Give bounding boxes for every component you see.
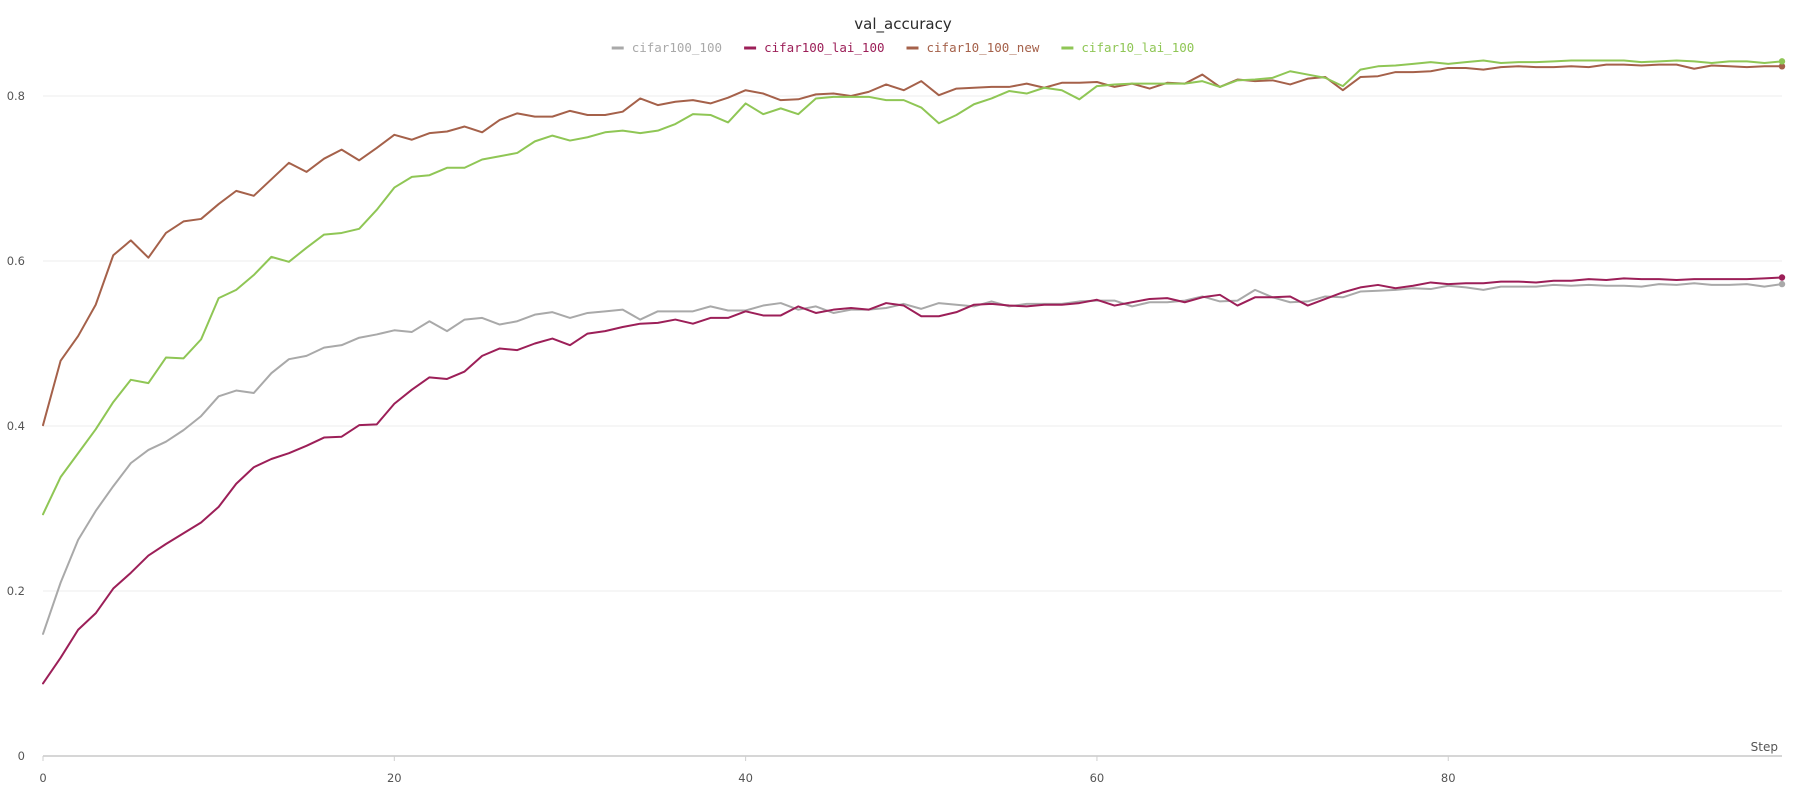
legend-label: cifar10_lai_100 (1081, 40, 1194, 55)
series-end-point-cifar10_100_new (1778, 63, 1786, 70)
legend-item-cifar10_100_new[interactable]: cifar10_100_new (906, 40, 1040, 55)
x-tick-label: 60 (1090, 771, 1105, 785)
y-tick-label: 0.8 (7, 89, 25, 103)
grid-lines (43, 95, 1782, 592)
legend-label: cifar100_lai_100 (764, 40, 884, 55)
y-tick-label: 0.4 (7, 419, 25, 433)
x-axis-label: Step (1751, 740, 1778, 754)
chart-title: val_accuracy (854, 15, 952, 34)
legend-label: cifar10_100_new (927, 40, 1040, 55)
y-axis: 0 0.2 0.4 0.6 0.8 (7, 89, 25, 763)
legend-label: cifar100_100 (632, 40, 722, 55)
series-line-cifar10_lai_100[interactable] (42, 59, 1783, 516)
x-tick-label: 0 (39, 771, 46, 785)
series-lines[interactable] (42, 58, 1786, 685)
series-line-cifar100_100[interactable] (42, 282, 1783, 635)
y-tick-label: 0.2 (7, 584, 25, 598)
series-end-point-cifar10_lai_100 (1778, 58, 1786, 65)
x-tick-label: 40 (738, 771, 753, 785)
y-tick-label: 0 (18, 749, 25, 763)
series-line-cifar10_100_new[interactable] (42, 63, 1783, 427)
legend-item-cifar10_lai_100[interactable]: cifar10_lai_100 (1061, 40, 1194, 55)
y-tick-label: 0.6 (7, 254, 25, 268)
series-end-point-cifar100_100 (1778, 280, 1786, 288)
x-tick-label: 20 (387, 771, 402, 785)
series-end-point-cifar100_lai_100 (1778, 274, 1786, 281)
legend[interactable]: cifar100_100 cifar100_lai_100 cifar10_100_… (611, 40, 1195, 55)
x-axis: 0 20 40 60 80 (39, 755, 1782, 785)
legend-item-cifar100_lai_100[interactable]: cifar100_lai_100 (744, 40, 885, 55)
x-tick-label: 80 (1441, 771, 1456, 785)
series-line-cifar100_lai_100[interactable] (42, 276, 1783, 685)
legend-item-cifar100_100[interactable]: cifar100_100 (611, 40, 722, 55)
